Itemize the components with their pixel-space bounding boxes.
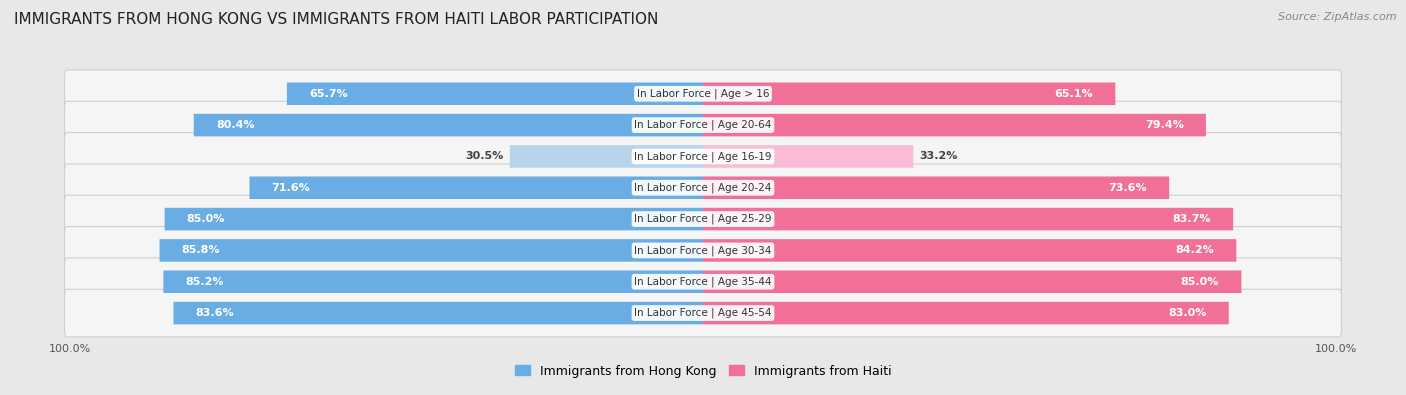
FancyBboxPatch shape	[65, 133, 1341, 180]
FancyBboxPatch shape	[703, 302, 1229, 324]
Text: 85.0%: 85.0%	[187, 214, 225, 224]
Text: 65.1%: 65.1%	[1054, 89, 1094, 99]
Text: 85.0%: 85.0%	[1181, 277, 1219, 287]
Text: In Labor Force | Age > 16: In Labor Force | Age > 16	[637, 88, 769, 99]
FancyBboxPatch shape	[703, 271, 1241, 293]
Text: 85.8%: 85.8%	[181, 245, 221, 256]
Text: 83.6%: 83.6%	[195, 308, 235, 318]
Text: In Labor Force | Age 45-54: In Labor Force | Age 45-54	[634, 308, 772, 318]
Text: 80.4%: 80.4%	[217, 120, 254, 130]
FancyBboxPatch shape	[703, 239, 1236, 262]
Text: In Labor Force | Age 30-34: In Labor Force | Age 30-34	[634, 245, 772, 256]
Text: IMMIGRANTS FROM HONG KONG VS IMMIGRANTS FROM HAITI LABOR PARTICIPATION: IMMIGRANTS FROM HONG KONG VS IMMIGRANTS …	[14, 12, 658, 27]
Text: In Labor Force | Age 25-29: In Labor Force | Age 25-29	[634, 214, 772, 224]
FancyBboxPatch shape	[65, 289, 1341, 337]
FancyBboxPatch shape	[173, 302, 703, 324]
FancyBboxPatch shape	[287, 83, 703, 105]
FancyBboxPatch shape	[65, 227, 1341, 274]
FancyBboxPatch shape	[163, 271, 703, 293]
Text: 71.6%: 71.6%	[271, 183, 311, 193]
Text: 65.7%: 65.7%	[309, 89, 347, 99]
Text: 84.2%: 84.2%	[1175, 245, 1215, 256]
FancyBboxPatch shape	[703, 145, 914, 168]
FancyBboxPatch shape	[703, 83, 1115, 105]
Text: 30.5%: 30.5%	[465, 151, 503, 162]
FancyBboxPatch shape	[194, 114, 703, 136]
Text: In Labor Force | Age 35-44: In Labor Force | Age 35-44	[634, 276, 772, 287]
FancyBboxPatch shape	[249, 177, 703, 199]
FancyBboxPatch shape	[159, 239, 703, 262]
FancyBboxPatch shape	[65, 101, 1341, 149]
FancyBboxPatch shape	[510, 145, 703, 168]
Text: 83.0%: 83.0%	[1168, 308, 1206, 318]
Text: In Labor Force | Age 20-64: In Labor Force | Age 20-64	[634, 120, 772, 130]
Text: 79.4%: 79.4%	[1144, 120, 1184, 130]
FancyBboxPatch shape	[703, 208, 1233, 230]
Text: 73.6%: 73.6%	[1108, 183, 1147, 193]
FancyBboxPatch shape	[65, 258, 1341, 306]
Text: In Labor Force | Age 20-24: In Labor Force | Age 20-24	[634, 182, 772, 193]
Text: 85.2%: 85.2%	[186, 277, 224, 287]
FancyBboxPatch shape	[65, 195, 1341, 243]
Text: 33.2%: 33.2%	[920, 151, 957, 162]
FancyBboxPatch shape	[65, 70, 1341, 118]
Text: In Labor Force | Age 16-19: In Labor Force | Age 16-19	[634, 151, 772, 162]
Text: 83.7%: 83.7%	[1173, 214, 1211, 224]
FancyBboxPatch shape	[703, 177, 1170, 199]
Legend: Immigrants from Hong Kong, Immigrants from Haiti: Immigrants from Hong Kong, Immigrants fr…	[510, 359, 896, 382]
FancyBboxPatch shape	[703, 114, 1206, 136]
FancyBboxPatch shape	[165, 208, 703, 230]
FancyBboxPatch shape	[65, 164, 1341, 212]
Text: Source: ZipAtlas.com: Source: ZipAtlas.com	[1278, 12, 1396, 22]
